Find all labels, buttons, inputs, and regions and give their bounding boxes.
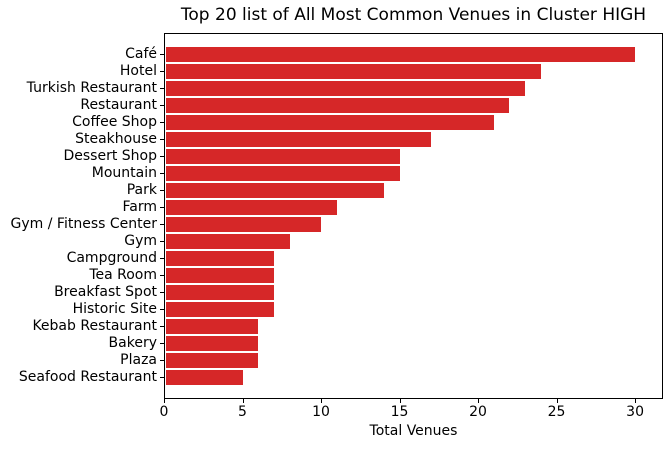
x-tick-label: 25 (547, 404, 566, 420)
y-tick-label: Kebab Restaurant (32, 317, 157, 334)
bar (165, 199, 338, 217)
x-tick-label: 20 (469, 404, 487, 420)
bar (165, 114, 495, 132)
x-tick-label: 10 (312, 404, 330, 420)
y-axis-labels: Café Hotel Turkish Restaurant Restaurant Cof… (0, 33, 157, 399)
bar (165, 250, 275, 268)
y-tick-mark (160, 70, 164, 72)
y-tick-mark (160, 206, 164, 208)
bar (165, 80, 526, 98)
y-tick-mark (160, 53, 164, 55)
y-tick-label: Farm (122, 198, 158, 215)
bar (165, 335, 259, 353)
y-tick-label: Plaza (120, 351, 157, 368)
y-tick-mark (160, 223, 164, 225)
y-tick-mark (160, 274, 164, 276)
y-tick-mark (160, 308, 164, 310)
y-tick-label: Gym / Fitness Center (10, 215, 157, 232)
y-tick-label: Gym (124, 232, 157, 249)
y-tick-label: Mountain (91, 164, 157, 181)
y-tick-label: Historic Site (72, 300, 157, 317)
bar (165, 301, 275, 319)
x-tick-mark (399, 399, 401, 403)
bar (165, 46, 636, 64)
bar (165, 63, 542, 81)
y-tick-mark (160, 240, 164, 242)
y-tick-mark (160, 121, 164, 123)
bar (165, 369, 244, 387)
y-tick-label: Restaurant (80, 96, 157, 113)
y-tick-mark (160, 155, 164, 157)
y-tick-mark (160, 189, 164, 191)
y-tick-mark (160, 172, 164, 174)
y-tick-label: Seafood Restaurant (18, 368, 157, 385)
bar (165, 131, 432, 149)
x-tick-label: 5 (238, 404, 247, 420)
y-tick-mark (160, 325, 164, 327)
y-tick-label: Park (126, 181, 157, 198)
x-tick-mark (242, 399, 244, 403)
bar (165, 352, 259, 370)
y-tick-label: Turkish Restaurant (26, 79, 157, 96)
y-tick-mark (160, 359, 164, 361)
x-tick-label: 15 (390, 404, 409, 420)
plot-area (164, 33, 663, 399)
bar (165, 233, 291, 251)
x-tick-mark (321, 399, 323, 403)
x-tick-mark (556, 399, 558, 403)
bar (165, 148, 401, 166)
y-tick-label: Tea Room (89, 266, 157, 283)
x-tick-mark (635, 399, 637, 403)
y-tick-label: Dessert Shop (63, 147, 157, 164)
y-tick-label: Steakhouse (75, 130, 157, 147)
bar (165, 318, 259, 336)
y-tick-label: Café (125, 45, 157, 62)
y-tick-mark (160, 291, 164, 293)
bar (165, 267, 275, 285)
x-tick-label: 30 (626, 404, 644, 420)
x-tick-mark (478, 399, 480, 403)
y-tick-mark (160, 376, 164, 378)
bar (165, 165, 401, 183)
bar (165, 284, 275, 302)
bar (165, 182, 385, 200)
y-tick-label: Breakfast Spot (54, 283, 157, 300)
y-tick-mark (160, 104, 164, 106)
y-tick-label: Campground (66, 249, 157, 266)
x-tick-label: 0 (159, 404, 169, 420)
y-tick-label: Coffee Shop (72, 113, 157, 130)
y-tick-mark (160, 138, 164, 140)
y-tick-label: Bakery (108, 334, 157, 351)
bar (165, 216, 322, 234)
y-tick-mark (160, 87, 164, 89)
x-tick-mark (164, 399, 165, 403)
x-axis-label: Total Venues (369, 423, 458, 439)
chart-title: Top 20 list of All Most Common Venues in… (180, 5, 647, 25)
y-tick-mark (160, 257, 164, 259)
y-tick-label: Hotel (119, 62, 157, 79)
y-tick-mark (160, 342, 164, 344)
bar (165, 97, 510, 115)
